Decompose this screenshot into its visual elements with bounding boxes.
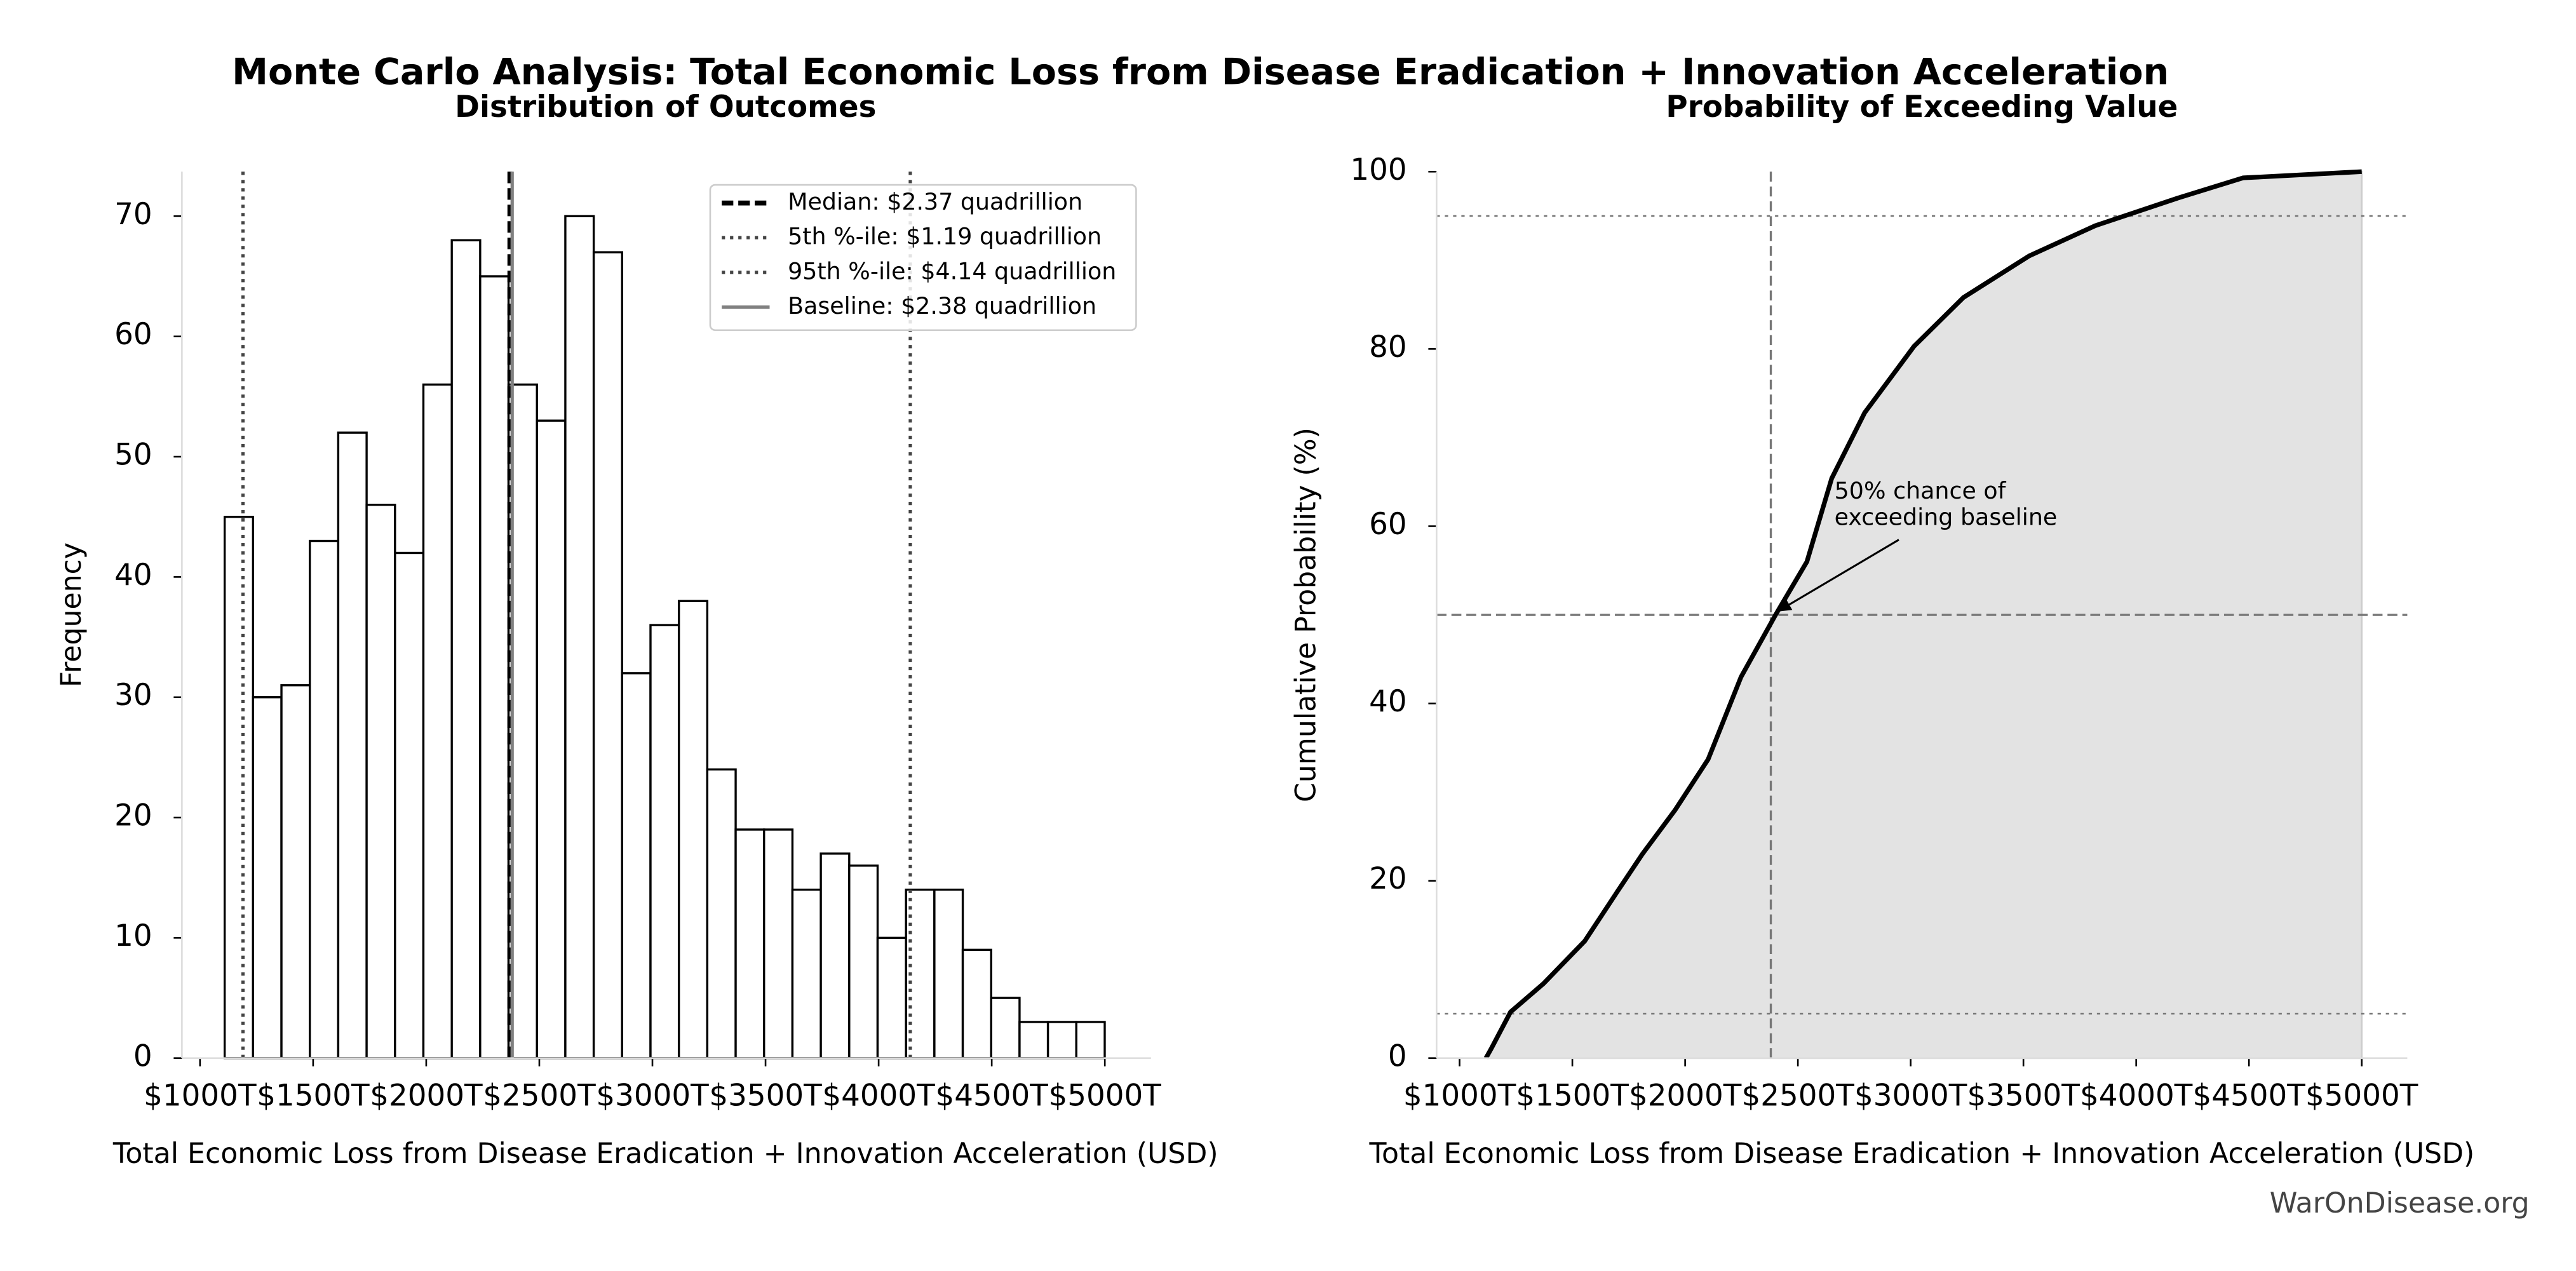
y-tick-label: 20	[1369, 862, 1407, 896]
x-axis-label: Total Economic Loss from Disease Eradica…	[112, 1138, 1218, 1170]
bar	[394, 551, 425, 1059]
x-tick-label: $5000T	[2305, 1079, 2418, 1113]
legend-box	[709, 184, 1137, 332]
legend-label: Baseline: $2.38 quadrillion	[788, 292, 1096, 319]
bar	[819, 852, 851, 1059]
subplot-title: Probability of Exceeding Value	[1666, 90, 2178, 124]
annotation-arrow	[1777, 539, 1899, 613]
bar	[450, 239, 482, 1059]
bar	[763, 828, 794, 1059]
cdf-line	[1483, 169, 2362, 1059]
x-tick-label: $2000T	[370, 1079, 483, 1113]
bar	[791, 888, 822, 1059]
figure-title: Monte Carlo Analysis: Total Economic Los…	[232, 51, 2169, 93]
bar	[280, 684, 311, 1059]
x-tick-label: $4500T	[935, 1079, 1048, 1113]
bar	[479, 275, 510, 1059]
bar	[933, 888, 964, 1059]
bar	[848, 864, 879, 1059]
x-tick-label: $3000T	[596, 1079, 709, 1113]
y-tick-label: 10	[114, 919, 152, 953]
y-tick-label: 0	[1388, 1039, 1407, 1073]
x-tick-label: $1500T	[257, 1079, 370, 1113]
y-tick-label: 30	[114, 678, 152, 713]
bar	[422, 383, 453, 1059]
y-tick-label: 40	[114, 558, 152, 593]
legend-label: 95th %-ile: $4.14 quadrillion	[788, 257, 1116, 285]
bar	[309, 539, 340, 1059]
x-tick-label: $3500T	[1967, 1079, 2080, 1113]
legend-label: Median: $2.37 quadrillion	[788, 188, 1082, 215]
bar	[536, 419, 567, 1059]
y-tick-label: 80	[1369, 330, 1407, 365]
x-tick-label: $2500T	[483, 1079, 596, 1113]
bar	[564, 215, 595, 1059]
x-tick-label: $4000T	[822, 1079, 935, 1113]
y-axis-label: Frequency	[55, 542, 88, 687]
y-tick-label: 100	[1350, 153, 1406, 187]
bar	[649, 624, 680, 1059]
subplot-title: Distribution of Outcomes	[455, 90, 876, 124]
x-tick-label: $5000T	[1048, 1079, 1161, 1113]
x-tick-label: $2000T	[1629, 1079, 1742, 1113]
bar	[961, 948, 992, 1059]
x-tick-label: $1000T	[1403, 1079, 1516, 1113]
bar	[990, 997, 1021, 1059]
bar	[592, 251, 623, 1059]
arrow-head	[1777, 598, 1793, 612]
bar	[1018, 1021, 1049, 1059]
annotation-text: 50% chance of	[1835, 477, 2007, 504]
bar	[223, 516, 255, 1059]
y-axis-label: Cumulative Probability (%)	[1290, 427, 1323, 802]
bar	[365, 504, 396, 1059]
bar	[621, 672, 652, 1059]
annotation-text: exceeding baseline	[1835, 503, 2058, 530]
x-tick-label: $3500T	[709, 1079, 822, 1113]
legend-label: 5th %-ile: $1.19 quadrillion	[788, 223, 1102, 250]
watermark: WarOnDisease.org	[2270, 1187, 2530, 1220]
x-tick-label: $4000T	[2080, 1079, 2193, 1113]
x-tick-label: $1500T	[1516, 1079, 1629, 1113]
x-tick-label: $1000T	[144, 1079, 257, 1113]
y-tick-label: 0	[133, 1039, 152, 1073]
bar	[252, 696, 283, 1059]
bar	[734, 828, 765, 1059]
x-axis-label: Total Economic Loss from Disease Eradica…	[1369, 1138, 2475, 1170]
y-tick-label: 20	[114, 799, 152, 833]
y-tick-label: 50	[114, 438, 152, 473]
bar	[1075, 1021, 1106, 1059]
bar	[876, 936, 907, 1059]
bar	[706, 768, 737, 1059]
bar	[677, 600, 709, 1059]
y-tick-label: 60	[114, 318, 152, 352]
y-tick-label: 60	[1369, 508, 1407, 542]
y-tick-label: 40	[1369, 685, 1407, 719]
x-tick-label: $4500T	[2193, 1079, 2306, 1113]
x-tick-label: $3000T	[1854, 1079, 1967, 1113]
bar	[1046, 1021, 1077, 1059]
bar	[337, 431, 368, 1059]
y-tick-label: 70	[114, 198, 152, 232]
x-tick-label: $2500T	[1741, 1079, 1854, 1113]
